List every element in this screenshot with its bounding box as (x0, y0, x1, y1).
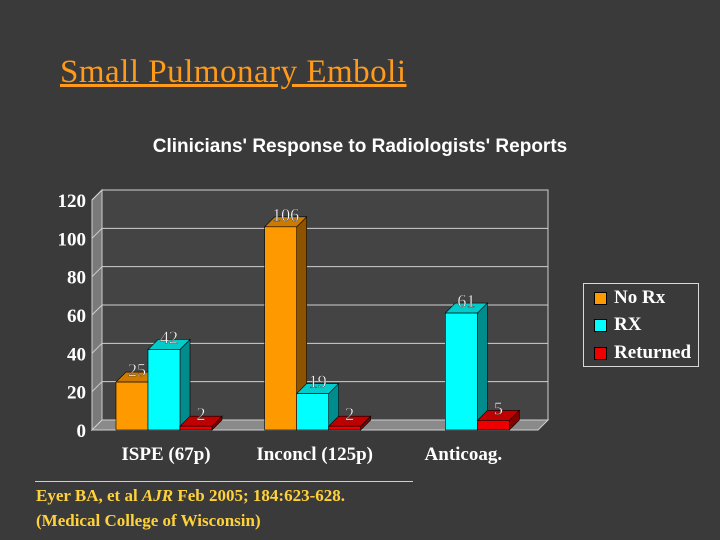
bar-no-rx-2 (263, 216, 308, 431)
citation-details: Feb 2005; 184:623-628. (173, 486, 345, 505)
y-tick-label: 0 (77, 421, 87, 442)
gridline (91, 304, 103, 316)
data-label-returned-1: 2 (197, 404, 206, 424)
citation-divider (35, 481, 413, 482)
chart-title: Clinicians' Response to Radiologists' Re… (153, 136, 567, 157)
citation-line-1: Eyer BA, et al AJR Feb 2005; 184:623-628… (36, 486, 345, 506)
y-tick-label: 80 (67, 268, 86, 289)
bar-returned-2 (327, 415, 372, 431)
data-label-returned-2: 2 (345, 404, 354, 424)
data-label-rx-2: 19 (309, 372, 327, 392)
y-tick-label: 120 (58, 191, 87, 212)
x-tick-label: Inconcl (125p) (256, 444, 373, 465)
citation-journal: AJR (141, 486, 174, 505)
chart-bars (115, 216, 521, 431)
slide-title: Small Pulmonary Emboli (60, 54, 407, 90)
legend-swatch-no-rx (594, 291, 607, 305)
legend-item-returned: Returned (594, 342, 691, 364)
data-label-no-rx-2: 106 (272, 205, 299, 225)
y-tick-label: 100 (58, 229, 87, 250)
gridline (91, 381, 103, 393)
bar-rx-3 (444, 302, 489, 431)
data-label-no-rx-1: 25 (128, 360, 146, 380)
citation-authors: Eyer BA, et al (36, 486, 142, 505)
bar-rx-2 (295, 382, 340, 431)
legend-label: No Rx (614, 287, 666, 308)
x-tick-label: Anticoag. (425, 444, 503, 465)
x-axis-ticks: ISPE (67p) Inconcl (125p) Anticoag. (121, 444, 502, 465)
data-label-rx-1: 42 (160, 328, 178, 348)
legend-label: Returned (614, 342, 692, 363)
data-label-returned-3: 5 (494, 398, 503, 418)
y-tick-label: 60 (67, 306, 86, 327)
gridline (91, 266, 103, 278)
y-tick-label: 20 (67, 383, 86, 404)
bar-returned-1 (179, 415, 223, 431)
gridline (91, 189, 103, 201)
citation-line-2: (Medical College of Wisconsin) (36, 511, 261, 530)
legend-item-rx: RX (594, 314, 641, 336)
gridline (91, 342, 103, 354)
bar-rx-1 (147, 338, 191, 431)
data-label-rx-3: 61 (457, 291, 475, 311)
data-labels: 25 42 2 106 19 2 61 5 (128, 205, 503, 425)
legend-item-no-rx: No Rx (594, 287, 665, 309)
y-axis-ticks: 0 20 40 60 80 100 120 (58, 191, 87, 442)
legend-label: RX (614, 314, 642, 335)
chart-legend: No Rx RX Returned (583, 283, 699, 367)
x-tick-label: ISPE (67p) (121, 444, 210, 465)
legend-swatch-rx (594, 318, 607, 332)
legend-swatch-returned (594, 346, 607, 360)
y-tick-label: 40 (67, 344, 86, 365)
bar-returned-3 (476, 409, 521, 431)
gridline (91, 227, 103, 239)
